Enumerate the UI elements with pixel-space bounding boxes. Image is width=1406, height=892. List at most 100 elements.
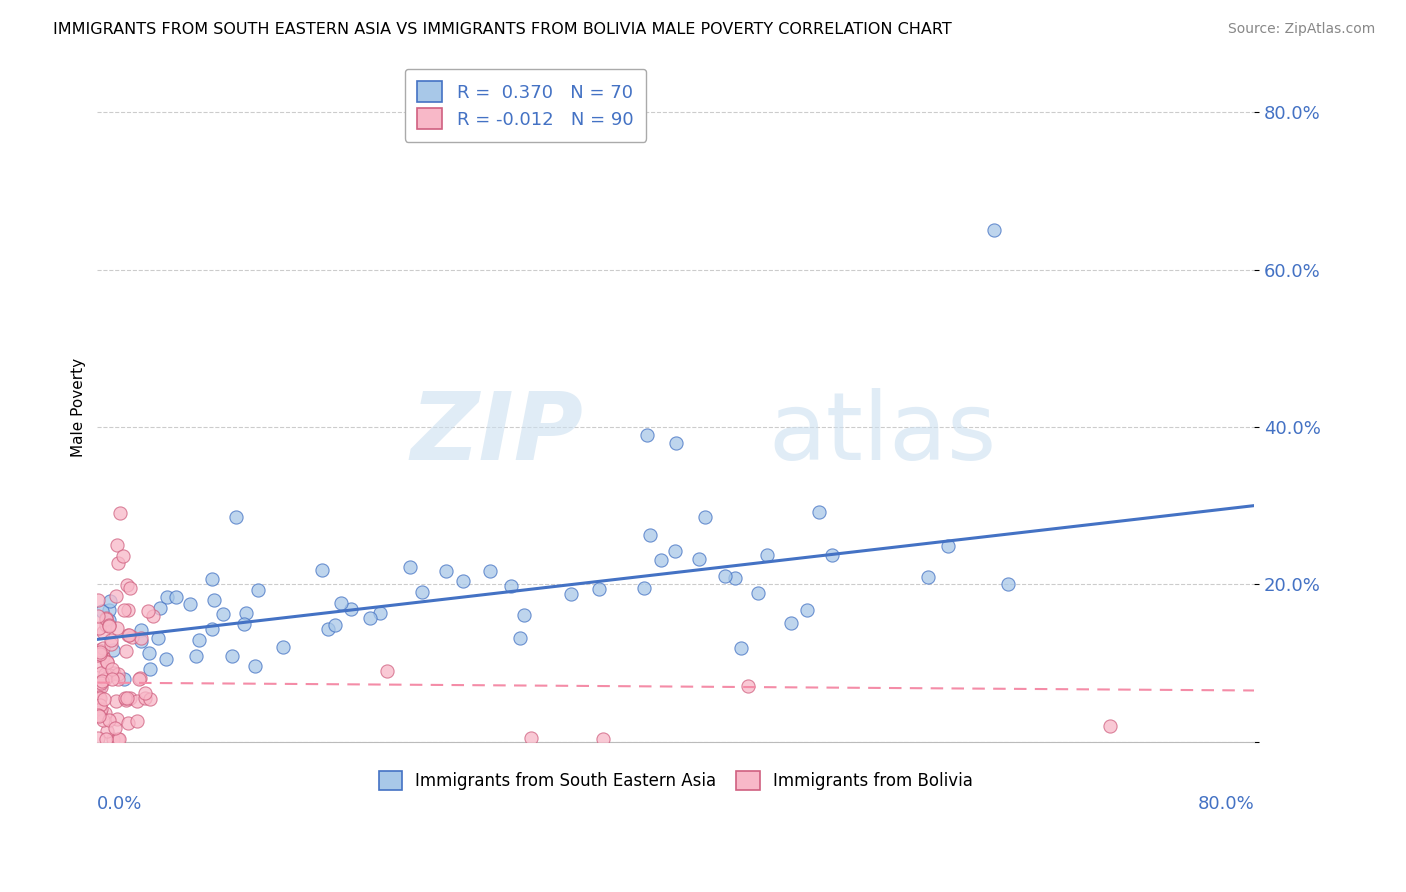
Point — [90, 680, 112, 694]
Point — [693, 510, 716, 524]
Point — [96, 732, 118, 747]
Point — [714, 569, 737, 583]
Point — [650, 553, 672, 567]
Point — [134, 690, 156, 705]
Point — [118, 628, 141, 642]
Point — [89, 674, 111, 689]
Point — [411, 585, 433, 599]
Point — [96, 655, 118, 669]
Point — [96, 723, 118, 738]
Text: 80.0%: 80.0% — [1198, 795, 1254, 814]
Point — [93, 692, 115, 706]
Point — [98, 619, 121, 633]
Point — [179, 597, 201, 611]
Point — [149, 601, 172, 615]
Point — [87, 683, 110, 698]
Point — [89, 705, 111, 719]
Point — [325, 618, 347, 632]
Point — [560, 587, 582, 601]
Point — [103, 732, 125, 747]
Point — [117, 628, 139, 642]
Point — [98, 668, 121, 682]
Point — [89, 643, 111, 657]
Point — [105, 538, 128, 552]
Point — [112, 603, 135, 617]
Text: Source: ZipAtlas.com: Source: ZipAtlas.com — [1227, 22, 1375, 37]
Point — [318, 623, 340, 637]
Point — [93, 673, 115, 687]
Point — [129, 633, 152, 648]
Point — [796, 603, 818, 617]
Point — [94, 618, 117, 632]
Point — [91, 649, 114, 664]
Point — [98, 713, 121, 727]
Point — [90, 604, 112, 618]
Point — [87, 621, 110, 635]
Point — [117, 602, 139, 616]
Point — [107, 667, 129, 681]
Point — [105, 589, 128, 603]
Point — [104, 721, 127, 735]
Point — [233, 617, 256, 632]
Point — [501, 579, 523, 593]
Point — [139, 662, 162, 676]
Text: 0.0%: 0.0% — [97, 795, 143, 814]
Point — [983, 223, 1005, 237]
Point — [398, 559, 420, 574]
Point — [107, 556, 129, 570]
Point — [91, 713, 114, 727]
Point — [917, 570, 939, 584]
Point — [93, 650, 115, 665]
Point — [187, 633, 209, 648]
Point — [128, 673, 150, 687]
Point — [592, 732, 614, 747]
Point — [201, 622, 224, 636]
Point — [90, 702, 112, 716]
Point — [110, 506, 132, 520]
Point — [235, 606, 257, 620]
Point — [107, 732, 129, 747]
Point — [221, 649, 243, 664]
Point — [779, 615, 801, 630]
Point — [86, 648, 108, 662]
Point — [90, 673, 112, 688]
Point — [368, 607, 391, 621]
Point — [737, 679, 759, 693]
Point — [156, 590, 179, 604]
Legend: Immigrants from South Eastern Asia, Immigrants from Bolivia: Immigrants from South Eastern Asia, Immi… — [368, 761, 983, 800]
Point — [134, 686, 156, 700]
Point — [434, 564, 457, 578]
Point — [115, 693, 138, 707]
Point — [271, 640, 294, 654]
Point — [103, 665, 125, 680]
Point — [105, 621, 128, 635]
Point — [512, 607, 534, 622]
Point — [89, 648, 111, 662]
Point — [375, 665, 398, 679]
Point — [97, 603, 120, 617]
Point — [89, 698, 111, 713]
Point — [136, 604, 159, 618]
Point — [111, 549, 134, 564]
Point — [245, 658, 267, 673]
Point — [664, 544, 686, 558]
Point — [91, 624, 114, 639]
Point — [114, 644, 136, 658]
Point — [142, 609, 165, 624]
Point — [89, 658, 111, 673]
Point — [340, 602, 363, 616]
Point — [118, 690, 141, 705]
Point — [87, 608, 110, 623]
Point — [94, 706, 117, 720]
Point — [115, 690, 138, 705]
Point — [225, 510, 247, 524]
Point — [117, 716, 139, 731]
Point — [107, 672, 129, 686]
Point — [93, 640, 115, 655]
Text: ZIP: ZIP — [411, 388, 583, 480]
Point — [730, 641, 752, 656]
Point — [121, 630, 143, 644]
Point — [90, 675, 112, 690]
Point — [588, 582, 610, 597]
Point — [165, 591, 187, 605]
